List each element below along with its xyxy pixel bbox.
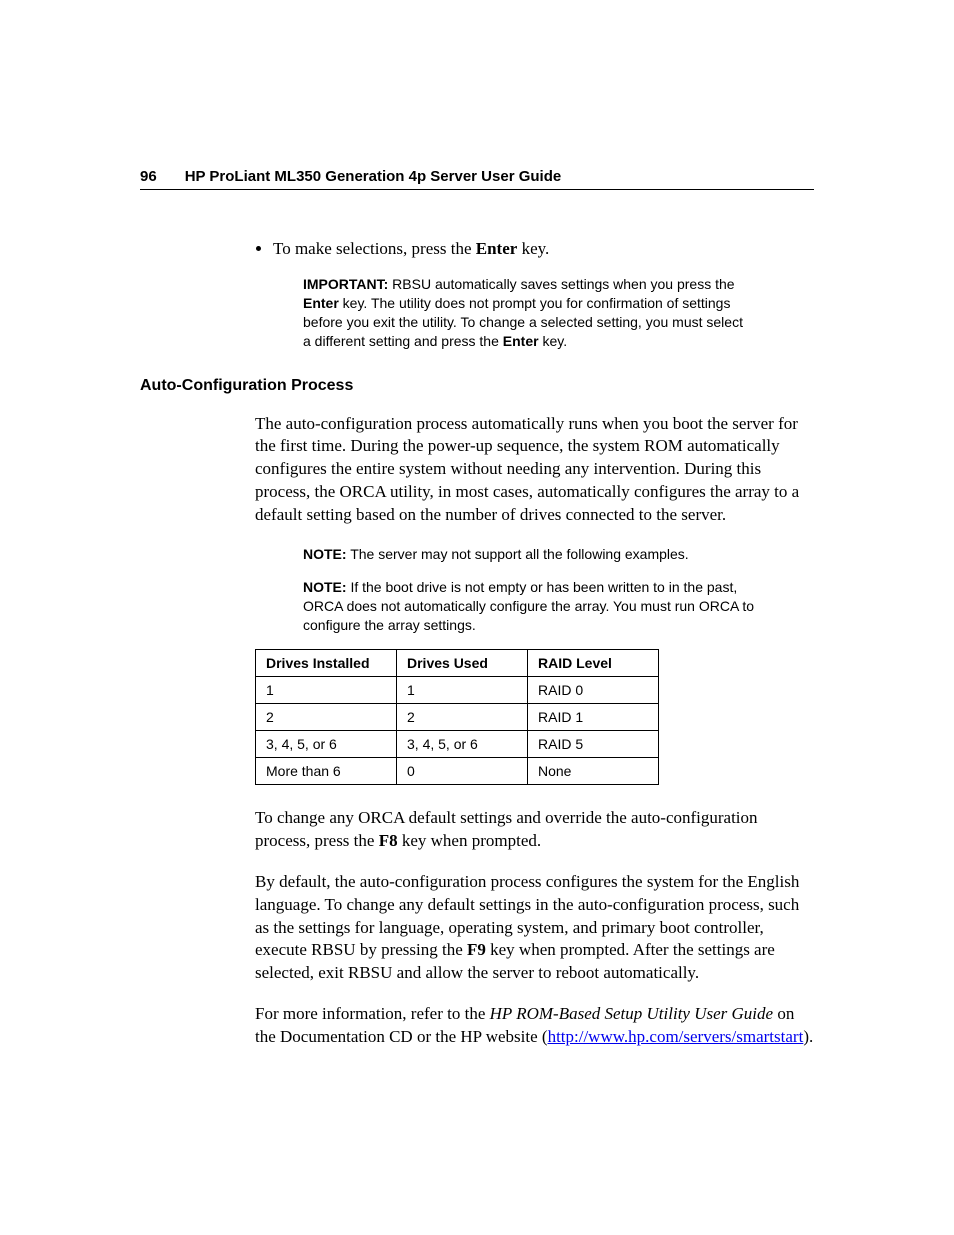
table-header: RAID Level bbox=[528, 649, 659, 676]
table-cell: RAID 1 bbox=[528, 703, 659, 730]
f8-key: F8 bbox=[379, 831, 398, 850]
section-body: The auto-configuration process automatic… bbox=[255, 413, 814, 1050]
important-label: IMPORTANT: bbox=[303, 276, 388, 292]
table-cell: RAID 5 bbox=[528, 730, 659, 757]
table-row: 3, 4, 5, or 6 3, 4, 5, or 6 RAID 5 bbox=[256, 730, 659, 757]
table-header: Drives Used bbox=[397, 649, 528, 676]
note-text: The server may not support all the follo… bbox=[347, 546, 689, 562]
table-cell: 1 bbox=[256, 676, 397, 703]
table-cell: 3, 4, 5, or 6 bbox=[256, 730, 397, 757]
para4-post: ). bbox=[803, 1027, 813, 1046]
bullet-item: To make selections, press the Enter key. bbox=[273, 238, 814, 261]
table-cell: 3, 4, 5, or 6 bbox=[397, 730, 528, 757]
paragraph-4: For more information, refer to the HP RO… bbox=[255, 1003, 814, 1049]
table-header-row: Drives Installed Drives Used RAID Level bbox=[256, 649, 659, 676]
table-row: 2 2 RAID 1 bbox=[256, 703, 659, 730]
raid-table: Drives Installed Drives Used RAID Level … bbox=[255, 649, 659, 785]
f9-key: F9 bbox=[467, 940, 486, 959]
document-page: 96 HP ProLiant ML350 Generation 4p Server… bbox=[0, 0, 954, 1235]
table-cell: 2 bbox=[256, 703, 397, 730]
guide-title-italic: HP ROM-Based Setup Utility User Guide bbox=[490, 1004, 773, 1023]
table-row: 1 1 RAID 0 bbox=[256, 676, 659, 703]
important-callout: IMPORTANT: RBSU automatically saves sett… bbox=[303, 275, 743, 351]
para4-pre: For more information, refer to the bbox=[255, 1004, 490, 1023]
table-cell: More than 6 bbox=[256, 757, 397, 784]
table-header: Drives Installed bbox=[256, 649, 397, 676]
page-number: 96 bbox=[140, 168, 157, 185]
table-cell: 1 bbox=[397, 676, 528, 703]
table-cell: RAID 0 bbox=[528, 676, 659, 703]
table-row: More than 6 0 None bbox=[256, 757, 659, 784]
paragraph-1: The auto-configuration process automatic… bbox=[255, 413, 814, 528]
running-header: 96 HP ProLiant ML350 Generation 4p Server… bbox=[140, 168, 814, 190]
hp-website-link[interactable]: http://www.hp.com/servers/smartstart bbox=[548, 1027, 804, 1046]
note-text: If the boot drive is not empty or has be… bbox=[303, 579, 754, 633]
note-label: NOTE: bbox=[303, 579, 347, 595]
table-cell: 2 bbox=[397, 703, 528, 730]
note-1: NOTE: The server may not support all the… bbox=[303, 545, 763, 564]
enter-key-bold-2: Enter bbox=[503, 333, 539, 349]
para2-post: key when prompted. bbox=[398, 831, 542, 850]
bullet-list: To make selections, press the Enter key. bbox=[255, 238, 814, 261]
table-cell: 0 bbox=[397, 757, 528, 784]
paragraph-2: To change any ORCA default settings and … bbox=[255, 807, 814, 853]
note-label: NOTE: bbox=[303, 546, 347, 562]
note-2: NOTE: If the boot drive is not empty or … bbox=[303, 578, 763, 635]
bullet-text-post: key. bbox=[517, 239, 549, 258]
enter-key-bold: Enter bbox=[303, 295, 339, 311]
bullet-text-pre: To make selections, press the bbox=[273, 239, 476, 258]
paragraph-3: By default, the auto-configuration proce… bbox=[255, 871, 814, 986]
table-cell: None bbox=[528, 757, 659, 784]
enter-key: Enter bbox=[476, 239, 518, 258]
header-title: HP ProLiant ML350 Generation 4p Server U… bbox=[185, 168, 562, 185]
body-content: To make selections, press the Enter key.… bbox=[255, 238, 814, 351]
section-heading: Auto-Configuration Process bbox=[140, 377, 814, 395]
important-pre: RBSU automatically saves settings when y… bbox=[388, 276, 734, 292]
important-post: key. bbox=[539, 333, 568, 349]
